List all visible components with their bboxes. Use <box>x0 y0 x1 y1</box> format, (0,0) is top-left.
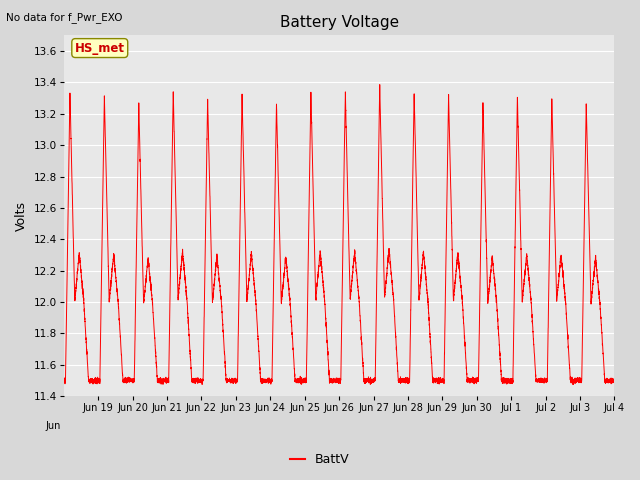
Title: Battery Voltage: Battery Voltage <box>280 15 399 30</box>
Text: Jun: Jun <box>45 421 61 431</box>
Text: HS_met: HS_met <box>75 42 125 55</box>
Legend: BattV: BattV <box>285 448 355 471</box>
Text: No data for f_Pwr_EXO: No data for f_Pwr_EXO <box>6 12 123 23</box>
Y-axis label: Volts: Volts <box>15 201 28 231</box>
